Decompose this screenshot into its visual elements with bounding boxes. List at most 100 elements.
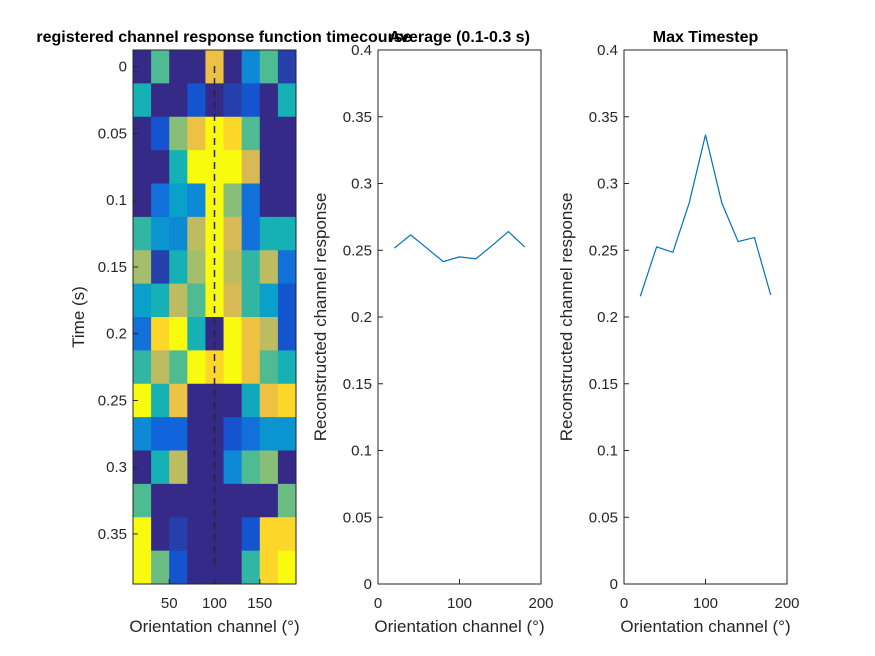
- heatmap-y-tick-label: 0.05: [98, 125, 127, 142]
- average-x-tick-label: 100: [447, 595, 472, 612]
- heatmap-cell: [133, 350, 152, 385]
- heatmap-cell: [151, 550, 170, 585]
- heatmap-cell: [223, 50, 243, 84]
- average-axes-frame: [377, 49, 542, 585]
- heatmap-x-tick-label: 100: [202, 595, 227, 612]
- average-x-axis-label: Orientation channel (°): [374, 617, 544, 636]
- heatmap-cell: [241, 83, 261, 118]
- heatmap-cell: [205, 417, 225, 452]
- average-y-tick-label: 0.4: [351, 42, 372, 59]
- max-timestep-x-tick-label: 200: [774, 595, 799, 612]
- heatmap-cell: [187, 250, 206, 285]
- heatmap-cell: [241, 450, 261, 485]
- heatmap-ticks: 50 100 150 0 0.05 0.1 0.15 0.2 0.25 0.3 0.35: [98, 59, 272, 612]
- heatmap-cell: [277, 483, 297, 518]
- heatmap-cell: [151, 150, 170, 185]
- heatmap-cell: [187, 116, 206, 151]
- heatmap-title: registered channel response function tim…: [36, 29, 411, 46]
- heatmap-cell: [205, 83, 225, 118]
- heatmap-cell: [151, 283, 170, 318]
- heatmap-cell: [205, 116, 225, 151]
- heatmap-cell: [169, 317, 188, 351]
- heatmap-cell: [187, 483, 206, 518]
- heatmap-cell: [205, 383, 225, 418]
- heatmap-cell: [259, 216, 279, 251]
- heatmap-cell: [169, 183, 188, 218]
- heatmap-cell: [277, 283, 297, 318]
- heatmap-cell: [223, 150, 243, 185]
- heatmap-cell: [133, 150, 152, 185]
- average-y-tick-label: 0.05: [343, 509, 372, 526]
- heatmap-cell: [205, 550, 225, 585]
- average-x-tick-label: 200: [528, 595, 553, 612]
- heatmap-cell: [187, 383, 206, 418]
- heatmap-cell: [277, 183, 297, 218]
- heatmap-cell: [133, 216, 152, 251]
- average-y-tick-label: 0.2: [351, 309, 372, 326]
- heatmap-cell: [151, 383, 170, 418]
- heatmap-cell: [259, 250, 279, 285]
- heatmap-cell: [151, 116, 170, 151]
- max-timestep-panel: 0 100 200 0 0.05 0.1 0.15 0.2 0.25 0.3 0.35 0.4 Max…: [557, 29, 800, 636]
- heatmap-cell: [241, 116, 261, 151]
- heatmap-cell: [187, 517, 206, 552]
- heatmap-cell: [169, 350, 188, 385]
- heatmap-cell: [259, 383, 279, 418]
- heatmap-cell: [223, 550, 243, 585]
- heatmap-cell: [277, 550, 297, 585]
- heatmap-y-tick-label: 0.1: [106, 192, 127, 209]
- heatmap-cell: [223, 317, 243, 351]
- heatmap-cell: [151, 517, 170, 552]
- heatmap-cell: [223, 216, 243, 251]
- heatmap-cell: [151, 483, 170, 518]
- heatmap-cell: [241, 250, 261, 285]
- heatmap-cell: [187, 50, 206, 84]
- heatmap-cell: [133, 317, 152, 351]
- heatmap-cell: [133, 50, 152, 84]
- heatmap-cell: [241, 216, 261, 251]
- heatmap-cell: [187, 450, 206, 485]
- heatmap-cell: [169, 150, 188, 185]
- max-timestep-y-tick-label: 0.1: [597, 443, 618, 460]
- heatmap-cell: [241, 550, 261, 585]
- heatmap-cell: [151, 250, 170, 285]
- heatmap-x-axis-label: Orientation channel (°): [129, 617, 299, 636]
- heatmap-cell: [277, 250, 297, 285]
- heatmap-cell: [133, 283, 152, 318]
- heatmap-cell: [277, 83, 297, 118]
- heatmap-cell: [277, 317, 297, 351]
- max-timestep-x-tick-label: 0: [620, 595, 628, 612]
- heatmap-y-tick-label: 0.35: [98, 526, 127, 543]
- heatmap-cell: [223, 417, 243, 452]
- heatmap-cell: [133, 183, 152, 218]
- heatmap-y-tick-label: 0.2: [106, 326, 127, 343]
- heatmap-cell: [169, 216, 188, 251]
- heatmap-cell: [169, 517, 188, 552]
- heatmap-cell: [223, 483, 243, 518]
- heatmap-cell: [259, 150, 279, 185]
- heatmap-y-axis-label: Time (s): [69, 286, 88, 348]
- average-x-tick-label: 0: [374, 595, 382, 612]
- heatmap-cell: [241, 483, 261, 518]
- heatmap-cell: [259, 317, 279, 351]
- heatmap-cell: [133, 383, 152, 418]
- max-timestep-y-tick-label: 0.3: [597, 176, 618, 193]
- heatmap-cell: [259, 283, 279, 318]
- max-timestep-y-tick-label: 0.4: [597, 42, 618, 59]
- average-y-tick-label: 0.25: [343, 242, 372, 259]
- heatmap-cell: [277, 417, 297, 452]
- heatmap-cell: [223, 283, 243, 318]
- heatmap-cell: [133, 83, 152, 118]
- max-timestep-ticks: 0 100 200 0 0.05 0.1 0.15 0.2 0.25 0.3 0.35 0.4: [589, 42, 800, 612]
- heatmap-y-tick-label: 0.3: [106, 459, 127, 476]
- heatmap-y-tick-label: 0.15: [98, 259, 127, 276]
- heatmap-cell: [151, 450, 170, 485]
- heatmap-cell: [187, 83, 206, 118]
- average-y-tick-label: 0.1: [351, 443, 372, 460]
- heatmap-cell: [259, 517, 279, 552]
- max-timestep-y-axis-label: Reconstructed channel response: [557, 193, 576, 442]
- heatmap-cell: [223, 383, 243, 418]
- heatmap-cell: [259, 116, 279, 151]
- heatmap-cell: [259, 550, 279, 585]
- max-timestep-y-tick-label: 0: [610, 576, 618, 593]
